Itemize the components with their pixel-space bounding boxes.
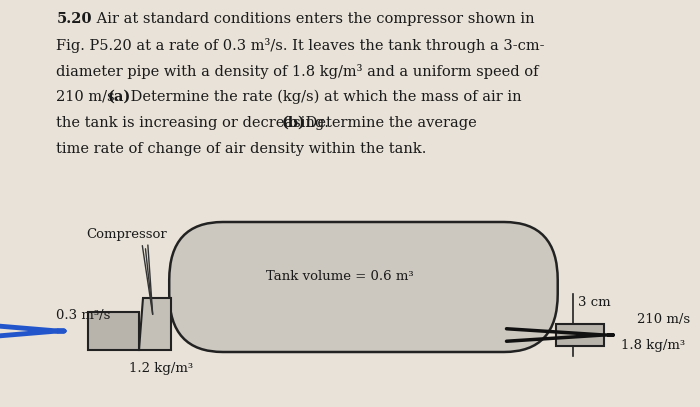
Text: Compressor: Compressor [86,228,167,241]
Text: time rate of change of air density within the tank.: time rate of change of air density withi… [57,142,427,156]
Polygon shape [139,298,171,350]
Text: 1.8 kg/m³: 1.8 kg/m³ [621,339,685,352]
Text: 1.2 kg/m³: 1.2 kg/m³ [130,362,194,375]
Text: Tank volume = 0.6 m³: Tank volume = 0.6 m³ [267,270,414,283]
Text: 0.3 m³/s: 0.3 m³/s [57,309,111,322]
FancyBboxPatch shape [169,222,558,352]
Text: the tank is increasing or decreasing.: the tank is increasing or decreasing. [57,116,334,130]
Text: 5.20: 5.20 [57,12,92,26]
Text: Air at standard conditions enters the compressor shown in: Air at standard conditions enters the co… [92,12,534,26]
Text: Determine the rate (kg/s) at which the mass of air in: Determine the rate (kg/s) at which the m… [126,90,522,104]
Text: (b): (b) [282,116,306,130]
FancyBboxPatch shape [556,324,604,346]
Text: (a): (a) [107,90,130,104]
FancyBboxPatch shape [88,312,139,350]
Text: 210 m/s.: 210 m/s. [57,90,124,104]
Text: 3 cm: 3 cm [578,296,611,309]
Text: 210 m/s: 210 m/s [637,313,690,326]
Text: diameter pipe with a density of 1.8 kg/m³ and a uniform speed of: diameter pipe with a density of 1.8 kg/m… [57,64,539,79]
Text: Fig. P5.20 at a rate of 0.3 m³/s. It leaves the tank through a 3-cm-: Fig. P5.20 at a rate of 0.3 m³/s. It lea… [57,38,545,53]
Text: Determine the average: Determine the average [300,116,476,130]
